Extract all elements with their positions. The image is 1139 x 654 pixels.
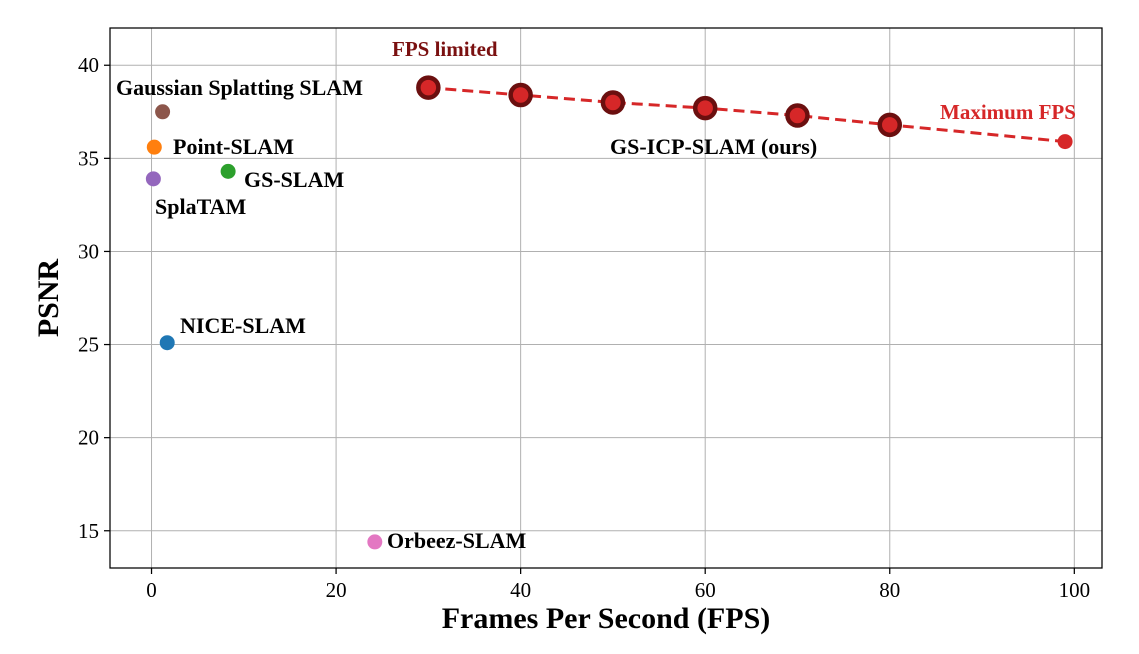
y-tick-label-40: 40 (78, 53, 99, 77)
annotation-fps-limited: FPS limited (392, 37, 498, 61)
x-tick-label-40: 40 (510, 578, 531, 602)
label-nice-slam: NICE-SLAM (180, 313, 306, 338)
series-point-0-6 (1057, 134, 1073, 150)
point-nice-slam (159, 335, 175, 351)
series-point-0-4 (785, 103, 810, 128)
y-tick-label-30: 30 (78, 239, 99, 263)
y-tick-label-20: 20 (78, 426, 99, 450)
label-gs-slam: GS-SLAM (244, 167, 344, 192)
points-layer (145, 104, 383, 550)
label-orbeez-slam: Orbeez-SLAM (387, 528, 527, 553)
series-point-0-1 (508, 82, 533, 108)
x-tick-label-100: 100 (1059, 578, 1091, 602)
y-tick-label-25: 25 (78, 333, 99, 357)
point-orbeez-slam (367, 534, 383, 550)
series-point-0-5 (877, 112, 903, 138)
x-tick-label-80: 80 (879, 578, 900, 602)
y-axis-label: PSNR (32, 258, 65, 337)
grid (110, 28, 1102, 568)
y-tick-label-15: 15 (78, 519, 99, 543)
label-splatam: SplaTAM (155, 194, 247, 219)
x-tick-label-0: 0 (146, 578, 157, 602)
point-gaussian-splatting-slam (155, 104, 171, 120)
label-gaussian-splatting-slam: Gaussian Splatting SLAM (116, 75, 363, 100)
label-gs-icp-slam: GS-ICP-SLAM (ours) (610, 134, 817, 159)
x-axis-label: Frames Per Second (FPS) (442, 602, 771, 635)
x-tick-label-20: 20 (326, 578, 347, 602)
annotation-maximum-fps: Maximum FPS (940, 100, 1076, 124)
x-tick-label-60: 60 (695, 578, 716, 602)
labels-layer: Gaussian Splatting SLAM Point-SLAM GS-SL… (116, 37, 1076, 553)
point-gs-slam (220, 163, 236, 179)
series-point-0-0 (416, 75, 441, 100)
series-point-0-3 (692, 95, 718, 121)
point-splatam (145, 171, 161, 187)
series-layer (416, 75, 1073, 150)
ticks: 0 20 40 60 80 100 15 20 25 30 35 40 (78, 53, 1090, 602)
plot-frame (109, 27, 1103, 569)
point-point-slam (146, 139, 162, 155)
series-point-0-2 (600, 90, 626, 115)
y-tick-label-35: 35 (78, 146, 99, 170)
label-point-slam: Point-SLAM (173, 134, 294, 159)
